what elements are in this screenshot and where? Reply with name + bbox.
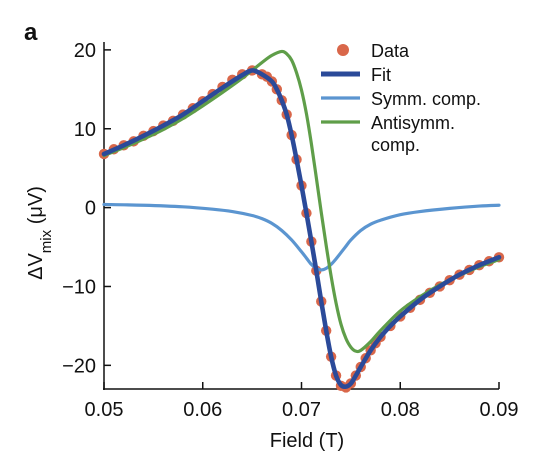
panel-label: a	[24, 19, 38, 46]
legend: Data Fit Symm. comp. Antisymm.comp.	[321, 41, 481, 155]
y-tick-label: 20	[74, 40, 96, 62]
x-tick-label: 0.09	[480, 399, 519, 421]
x-tick-label: 0.08	[381, 399, 420, 421]
series-line-symmetric	[102, 202, 501, 272]
legend-item: Data	[337, 41, 410, 61]
y-axis-title-prefix: ΔV	[25, 253, 47, 280]
legend-label: Fit	[371, 65, 391, 85]
legend-label: Antisymm.	[371, 113, 455, 133]
y-axis-title: ΔVmix (μV)	[25, 186, 55, 280]
y-tick-label: 0	[85, 198, 96, 220]
series-line-antisymmetric	[102, 49, 501, 354]
y-tick-label: −20	[62, 355, 96, 377]
legend-item: Symm. comp.	[321, 89, 481, 109]
y-tick-label: 10	[74, 119, 96, 141]
x-tick-label: 0.06	[183, 399, 222, 421]
legend-marker-circle	[337, 44, 349, 56]
x-tick-label: 0.07	[282, 399, 321, 421]
legend-label: Symm. comp.	[371, 89, 481, 109]
series-line-fit	[101, 68, 502, 390]
legend-item: Fit	[321, 65, 391, 85]
x-axis-title: Field (T)	[270, 430, 344, 452]
legend-label-line2: comp.	[371, 135, 420, 155]
axes-layer: 0.05 0.06 0.07 0.08 0.09 20 10 0 −10 −20	[62, 40, 518, 421]
y-axis-title-subscript: mix	[38, 229, 55, 253]
series-layer	[98, 49, 505, 393]
y-tick-label: −10	[62, 276, 96, 298]
legend-label: Data	[371, 41, 410, 61]
legend-item: Antisymm.comp.	[321, 113, 455, 155]
text-layer: a Field (T) ΔVmix (μV)	[24, 19, 344, 452]
y-axis-title-unit: (μV)	[25, 186, 47, 230]
x-tick-label: 0.05	[85, 399, 124, 421]
